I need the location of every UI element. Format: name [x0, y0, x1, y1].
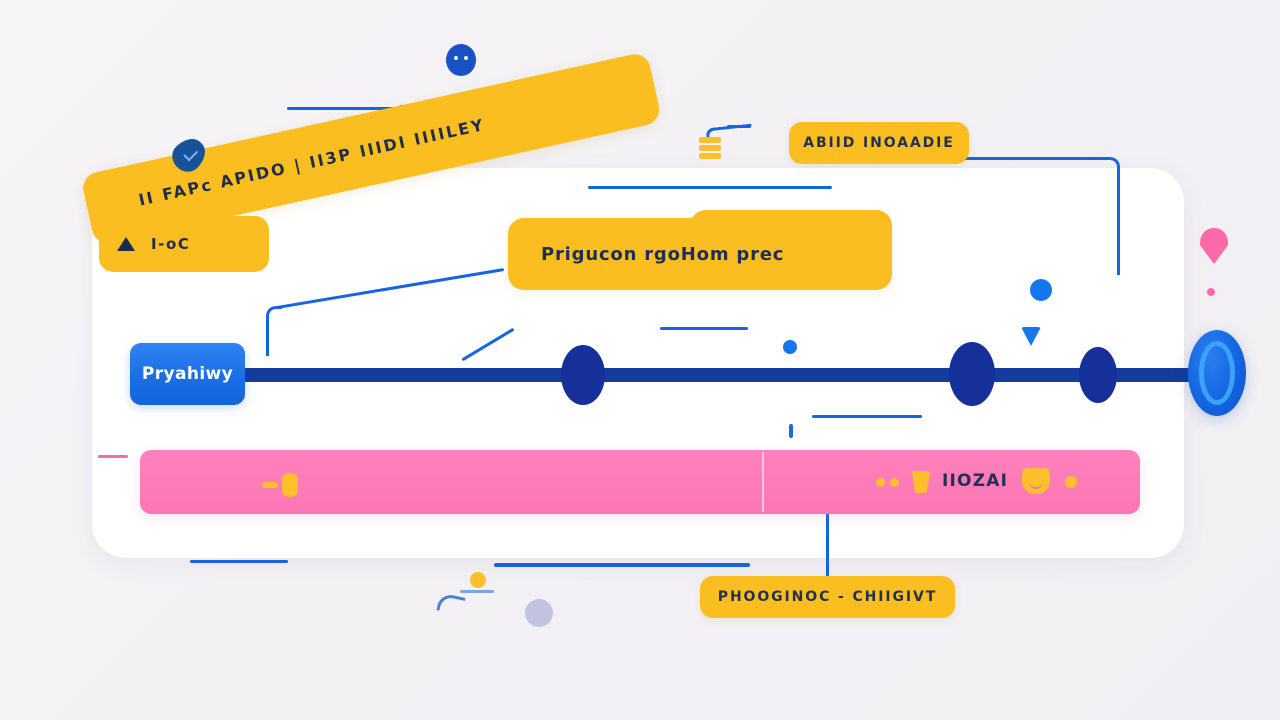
timeline-node[interactable]: [949, 342, 995, 406]
blue-dot-icon: [1030, 279, 1052, 301]
database-connector-line: [727, 125, 751, 128]
cup-icon: [911, 471, 931, 493]
connector-line-upper-mid: [588, 186, 832, 189]
badge-top[interactable]: ABIID INOAADIE: [789, 122, 969, 164]
face-dot-icon: [446, 44, 476, 76]
primary-button-label: Pryahiwy: [141, 364, 234, 384]
badge-bottom-label: PHOOGINOC - CHIIGIVT: [717, 589, 938, 605]
badge-bottom[interactable]: PHOOGINOC - CHIIGIVT: [700, 576, 955, 618]
banner-tab[interactable]: I-oC: [99, 216, 269, 272]
pink-bar-dash-marker: [262, 482, 278, 488]
chip-mid-label: Prigucon rgoHom prec: [541, 243, 785, 265]
connector-line-bottom: [494, 563, 750, 567]
chip-mid[interactable]: Prigucon rgoHom prec: [508, 218, 892, 290]
lavender-circle-icon: [525, 599, 553, 627]
banner-tab-label: I-oC: [151, 235, 191, 253]
timeline-end-node[interactable]: [1188, 330, 1246, 416]
triangle-up-icon: [117, 237, 135, 251]
timeline-track[interactable]: [200, 368, 1218, 382]
connector-line-lower-right: [812, 415, 922, 418]
connector-line-top-left: [287, 107, 417, 110]
yellow-dot-icon: [470, 572, 486, 588]
pink-progress-bar[interactable]: [140, 450, 1140, 514]
timeline-node[interactable]: [1079, 347, 1117, 403]
pink-bar-dot-icon: [1065, 476, 1077, 488]
smile-icon: [1022, 468, 1050, 494]
connector-bracket-right: [912, 157, 1120, 275]
badge-top-label: ABIID INOAADIE: [803, 135, 955, 151]
blue-tick-marker: [789, 424, 793, 438]
timeline-node[interactable]: [561, 345, 605, 405]
pink-bar-dot-icon: [890, 478, 899, 487]
connector-curve-bottom: [436, 592, 466, 616]
primary-button[interactable]: Pryahiwy: [130, 343, 245, 405]
blue-dot-icon: [783, 340, 797, 354]
connector-line-mid: [660, 327, 748, 330]
pink-bar-pill-marker: [282, 473, 298, 497]
drop-marker-dot: [1207, 288, 1215, 296]
pink-bar-divider: [762, 452, 764, 512]
connector-line-small-bottom: [460, 590, 494, 593]
database-list-icon: [699, 137, 721, 163]
triangle-down-icon: [1021, 327, 1041, 346]
connector-line-down-bottom: [826, 512, 829, 580]
drop-marker-icon: [1200, 228, 1228, 264]
connector-line-bottom-left: [190, 560, 288, 563]
pink-bar-dot-icon: [876, 478, 885, 487]
connector-elbow-left: [266, 306, 282, 356]
pink-dash-marker: [98, 455, 128, 458]
pink-bar-label: IIOZAI: [942, 471, 1009, 491]
